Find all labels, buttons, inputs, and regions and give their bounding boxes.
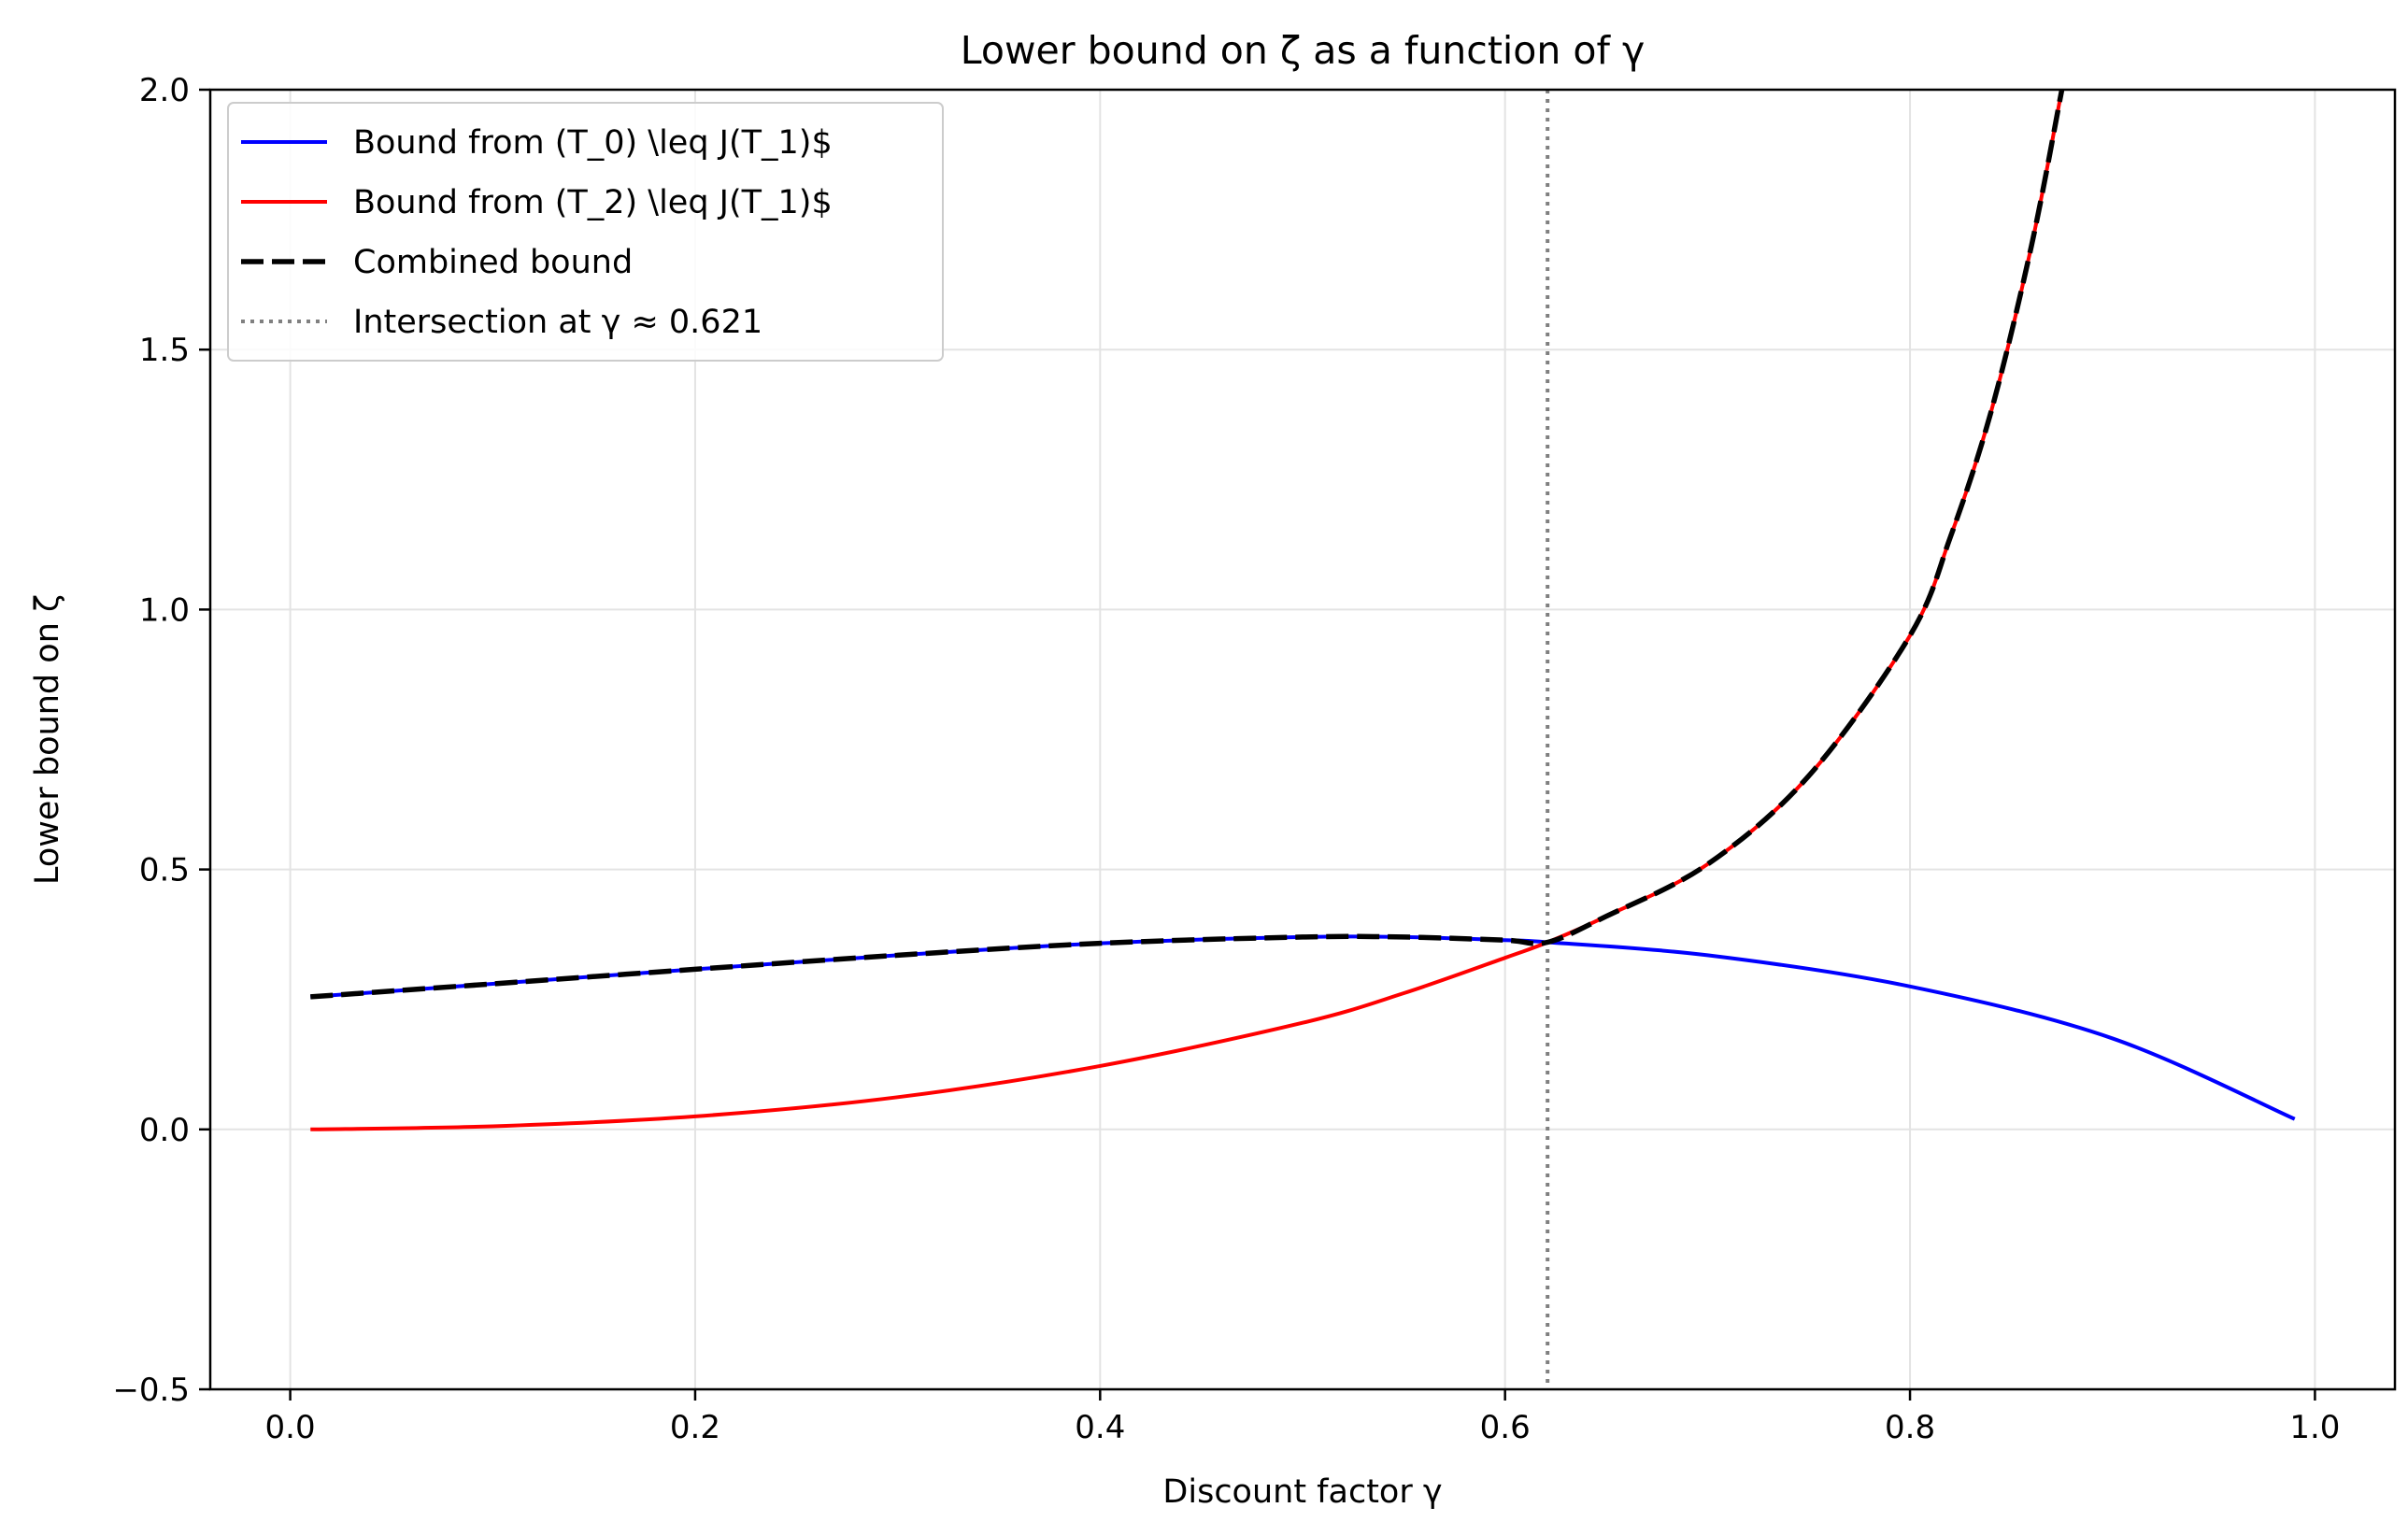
x-tick-label-1: 0.2 [670, 1409, 720, 1446]
legend-label-2: Combined bound [353, 244, 633, 281]
series-layer [310, 90, 2296, 1389]
x-axis-title: Discount factor γ [1162, 1473, 1442, 1511]
legend: Bound from (T_0) \leq J(T_1)$ Bound from … [227, 102, 944, 362]
x-tick-label-3: 0.6 [1480, 1409, 1531, 1446]
y-tick-label-4: 1.5 [139, 332, 190, 369]
y-tick-label-2: 0.5 [139, 852, 190, 889]
legend-box [227, 102, 944, 362]
y-axis-title: Lower bound on ζ [29, 594, 66, 885]
axis-ticks: 0.0 0.2 0.4 0.6 0.8 1.0 −0.5 0.0 0.5 1.0 1.5 2.0 [112, 72, 2340, 1446]
y-tick-label-3: 1.0 [139, 591, 190, 629]
y-tick-label-0: −0.5 [112, 1372, 190, 1409]
plot-frame [208, 88, 2397, 1391]
x-tick-label-2: 0.4 [1075, 1409, 1125, 1446]
x-tick-label-4: 0.8 [1885, 1409, 1935, 1446]
series-line-2 [310, 90, 2065, 1000]
y-tick-label-5: 2.0 [139, 72, 190, 109]
legend-label-1: Bound from (T_2) \leq J(T_1)$ [353, 184, 833, 221]
x-tick-label-0: 0.0 [265, 1409, 316, 1446]
legend-label-3: Intersection at γ ≈ 0.621 [353, 304, 762, 341]
legend-label-0: Bound from (T_0) \leq J(T_1)$ [353, 124, 833, 162]
y-tick-label-1: 0.0 [139, 1112, 190, 1149]
chart-title: Lower bound on ζ as a function of γ [961, 28, 1645, 73]
x-tick-label-5: 1.0 [2289, 1409, 2340, 1446]
